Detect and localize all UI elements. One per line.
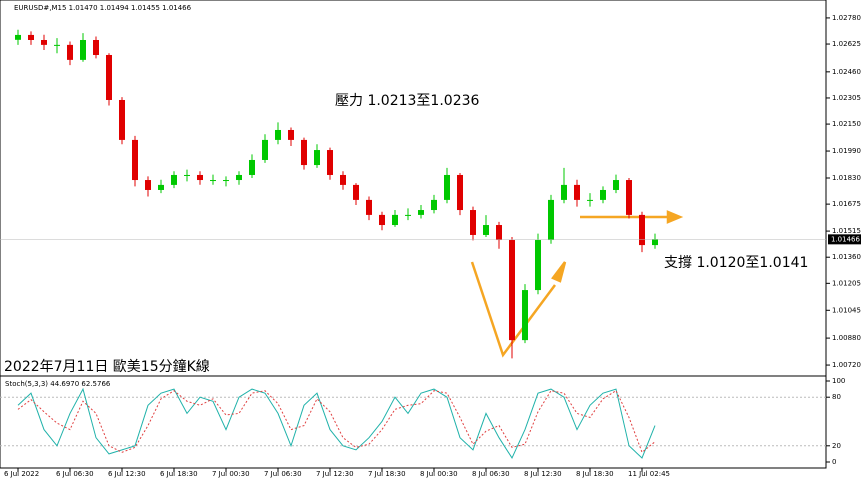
candle-body — [496, 225, 502, 241]
y-tick-label: 1.00880 — [832, 334, 861, 342]
candle-body — [275, 129, 281, 140]
candle-body — [574, 184, 580, 200]
candle-body — [262, 139, 268, 160]
y-tick-label: 1.01830 — [832, 174, 861, 182]
y-tick-label: 1.02150 — [832, 120, 861, 128]
candle-body — [327, 150, 333, 175]
candle-body — [639, 214, 645, 246]
candle-body — [392, 214, 398, 226]
y-tick-label: 1.02305 — [832, 94, 861, 102]
candle-body — [379, 214, 385, 226]
candle-body — [41, 39, 47, 45]
y-tick-label: 1.00720 — [832, 361, 861, 369]
y-tick-label: 1.01045 — [832, 306, 861, 314]
candle-body — [54, 44, 60, 46]
candle-body — [613, 180, 619, 190]
last-price-box — [828, 234, 861, 245]
candle-body — [184, 174, 190, 176]
candle-body — [561, 184, 567, 200]
candle-body — [626, 180, 632, 215]
x-tick-label: 6 Jul 12:30 — [108, 470, 146, 478]
x-tick-label: 8 Jul 12:30 — [524, 470, 562, 478]
candle-body — [431, 199, 437, 211]
candle-body — [470, 210, 476, 235]
trend-arrows — [470, 210, 684, 358]
candle-body — [444, 174, 450, 200]
candle-body — [197, 174, 203, 181]
y-tick-label: 100 — [832, 377, 845, 385]
candle-body — [210, 180, 216, 182]
frame — [0, 0, 827, 469]
stoch-title: Stoch(5,3,3) 44.6970 62.5766 — [5, 380, 111, 388]
annotation: 壓力 1.0213至1.0236 — [335, 93, 480, 109]
stoch-line — [17, 390, 656, 454]
candle-body — [548, 199, 554, 241]
candle-body — [522, 290, 528, 341]
candle-body — [535, 240, 541, 291]
y-tick-label: 1.02625 — [832, 40, 861, 48]
candle-body — [483, 225, 489, 235]
last-price-label: 1.01466 — [831, 235, 860, 243]
candle-body — [288, 129, 294, 140]
arrow-head — [666, 210, 684, 224]
x-tick-label: 6 Jul 06:30 — [56, 470, 94, 478]
x-tick-label: 6 Jul 2022 — [4, 470, 39, 478]
x-tick-label: 6 Jul 18:30 — [160, 470, 198, 478]
y-tick-label: 1.02780 — [832, 14, 861, 22]
candle-body — [236, 174, 242, 181]
x-tick-label: 7 Jul 18:30 — [368, 470, 406, 478]
candle-body — [249, 159, 255, 175]
stoch-line — [17, 387, 656, 459]
candle-body — [67, 44, 73, 60]
candle-body — [223, 180, 229, 182]
candle-body — [587, 199, 593, 201]
x-tick-label: 7 Jul 06:30 — [264, 470, 302, 478]
candle-body — [28, 34, 34, 40]
v-lines — [470, 261, 557, 358]
candle-body — [418, 210, 424, 215]
candle-body — [366, 199, 372, 215]
annotation: 2022年7月11日 歐美15分鐘K線 — [4, 358, 210, 375]
chart-title: EURUSD#,M15 1.01470 1.01494 1.01455 1.01… — [14, 4, 192, 12]
candle-body — [106, 54, 112, 100]
x-tick-label: 8 Jul 00:30 — [420, 470, 458, 478]
candle-body — [340, 174, 346, 185]
candle-body — [80, 39, 86, 60]
candle-body — [509, 240, 515, 341]
x-tick-label: 8 Jul 06:30 — [472, 470, 510, 478]
x-tick-label: 8 Jul 18:30 — [576, 470, 614, 478]
y-tick-label: 1.01675 — [832, 200, 861, 208]
candle-body — [314, 150, 320, 166]
y-tick-label: 0 — [832, 458, 836, 466]
candle-body — [353, 184, 359, 200]
candle-body — [132, 139, 138, 181]
candle-body — [171, 174, 177, 185]
candle-body — [457, 174, 463, 211]
y-tick-label: 1.01205 — [832, 279, 861, 287]
x-tick-label: 7 Jul 12:30 — [316, 470, 354, 478]
candle-body — [652, 239, 658, 246]
arrow-head — [551, 261, 567, 283]
candle-body — [93, 39, 99, 55]
y-tick-label: 1.01990 — [832, 147, 861, 155]
y-tick-label: 1.01360 — [832, 253, 861, 261]
y-tick-label: 20 — [832, 442, 841, 450]
candle-body — [15, 34, 21, 40]
y-tick-label: 1.01515 — [832, 227, 861, 235]
candle-body — [405, 214, 411, 216]
candle-body — [158, 184, 164, 190]
candle-body — [301, 139, 307, 166]
candle-body — [145, 180, 151, 190]
candle-body — [119, 99, 125, 140]
y-tick-label: 1.02460 — [832, 68, 861, 76]
annotation: 支撐 1.0120至1.0141 — [664, 255, 808, 271]
y-tick-label: 80 — [832, 393, 841, 401]
x-tick-label: 11 Jul 02:45 — [628, 470, 670, 478]
candle-body — [600, 189, 606, 200]
x-tick-label: 7 Jul 00:30 — [212, 470, 250, 478]
